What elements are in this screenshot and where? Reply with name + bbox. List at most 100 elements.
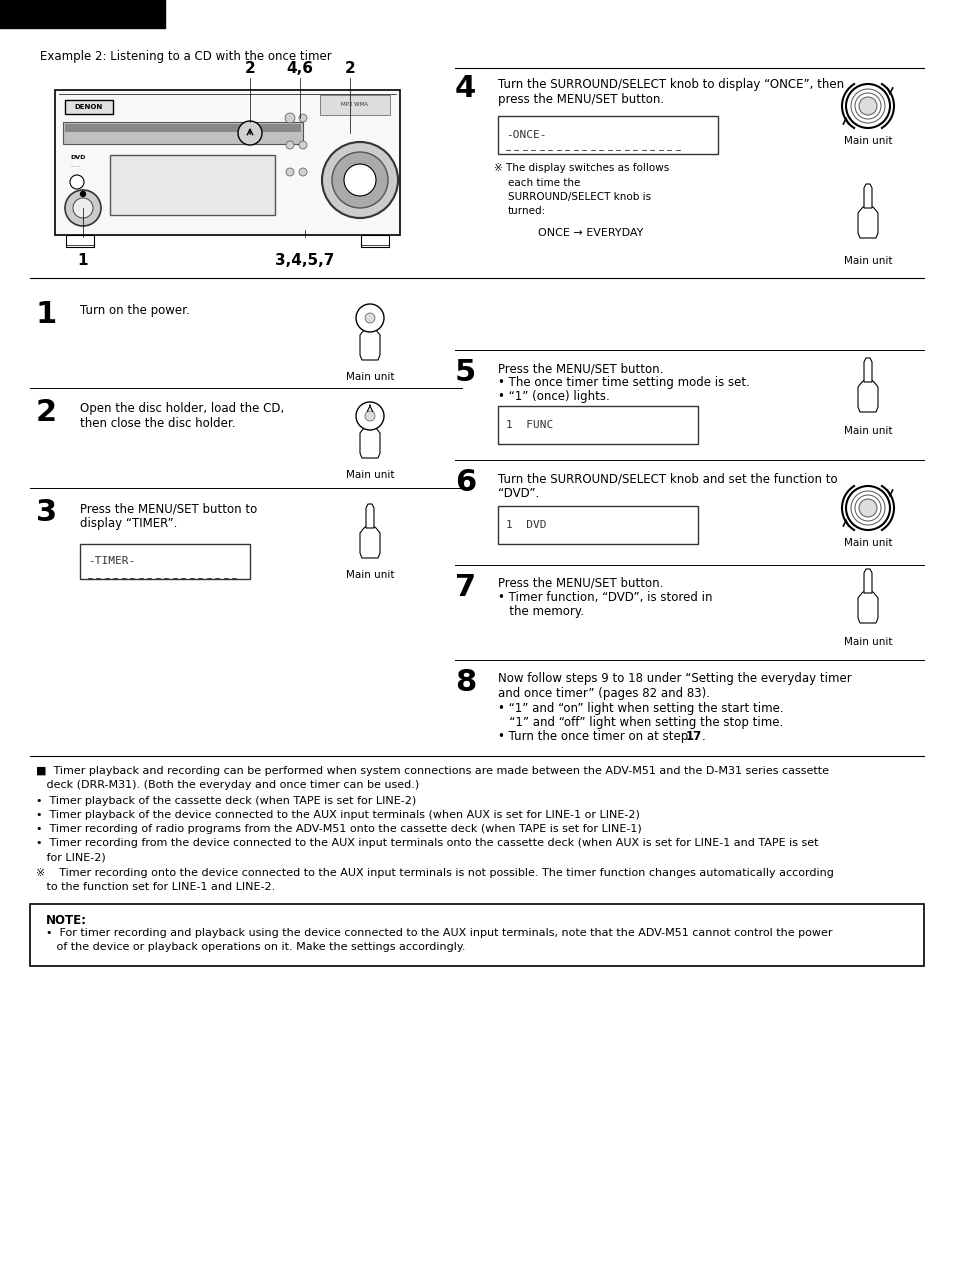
Circle shape [854, 495, 880, 522]
Text: DVD: DVD [70, 155, 85, 160]
Circle shape [298, 114, 307, 122]
Polygon shape [863, 184, 871, 209]
Circle shape [365, 411, 375, 421]
Text: SURROUND/SELECT knob is: SURROUND/SELECT knob is [507, 192, 651, 202]
Text: 7: 7 [455, 572, 476, 602]
Text: DENON: DENON [74, 104, 103, 109]
Text: ONCE → EVERYDAY: ONCE → EVERYDAY [537, 228, 642, 238]
Text: “1” and “off” light when setting the stop time.: “1” and “off” light when setting the sto… [497, 716, 782, 729]
Text: 17: 17 [685, 730, 701, 743]
Bar [0, 0, 165, 28]
Bar [63, 122, 303, 144]
Polygon shape [863, 357, 871, 382]
Text: Turn on the power.: Turn on the power. [80, 304, 190, 317]
Polygon shape [857, 379, 877, 412]
Text: Main unit: Main unit [842, 538, 891, 548]
Text: 4: 4 [455, 74, 476, 103]
Circle shape [298, 141, 307, 149]
Text: deck (DRR-M31). (Both the everyday and once timer can be used.): deck (DRR-M31). (Both the everyday and o… [36, 780, 418, 790]
Bar [319, 95, 390, 114]
Bar [65, 123, 301, 132]
Text: -TIMER-: -TIMER- [88, 556, 135, 566]
Text: 2: 2 [244, 61, 255, 76]
Polygon shape [359, 327, 379, 360]
Text: 1  FUNC: 1 FUNC [505, 420, 553, 430]
Text: • Turn the once timer on at step: • Turn the once timer on at step [497, 730, 691, 743]
Circle shape [845, 486, 889, 530]
Circle shape [286, 141, 294, 149]
Text: •  Timer recording from the device connected to the AUX input terminals onto the: • Timer recording from the device connec… [36, 838, 818, 848]
Circle shape [344, 164, 375, 196]
Polygon shape [857, 205, 877, 238]
Circle shape [237, 121, 262, 145]
Circle shape [286, 168, 294, 176]
Text: .: . [701, 730, 705, 743]
Bar [497, 116, 718, 154]
Text: Main unit: Main unit [345, 570, 394, 580]
Text: 3,4,5,7: 3,4,5,7 [275, 253, 335, 268]
Circle shape [845, 84, 889, 128]
Text: 4,6: 4,6 [286, 61, 314, 76]
Bar [360, 235, 389, 247]
Text: to the function set for LINE-1 and LINE-2.: to the function set for LINE-1 and LINE-… [36, 881, 275, 892]
Circle shape [70, 176, 84, 190]
Text: • “1” and “on” light when setting the start time.: • “1” and “on” light when setting the st… [497, 702, 782, 715]
Text: •  For timer recording and playback using the device connected to the AUX input : • For timer recording and playback using… [46, 929, 832, 937]
Polygon shape [366, 404, 374, 427]
Circle shape [355, 304, 384, 332]
Text: NOTE:: NOTE: [46, 915, 87, 927]
Text: Press the MENU/SET button to
display “TIMER”.: Press the MENU/SET button to display “TI… [80, 502, 257, 530]
Polygon shape [359, 425, 379, 458]
Text: •  Timer recording of radio programs from the ADV-M51 onto the cassette deck (wh: • Timer recording of radio programs from… [36, 824, 641, 834]
Text: the memory.: the memory. [497, 605, 583, 618]
Text: ......: ...... [70, 163, 80, 168]
Bar [110, 155, 274, 215]
Text: Turn the SURROUND/SELECT knob and set the function to
“DVD”.: Turn the SURROUND/SELECT knob and set th… [497, 472, 837, 500]
Text: • Timer function, “DVD”, is stored in: • Timer function, “DVD”, is stored in [497, 591, 712, 604]
Polygon shape [366, 504, 374, 528]
Text: 1: 1 [36, 300, 57, 329]
Text: 8: 8 [455, 668, 476, 697]
Text: 2: 2 [344, 61, 355, 76]
Text: • The once timer time setting mode is set.: • The once timer time setting mode is se… [497, 377, 749, 389]
Polygon shape [857, 590, 877, 623]
Text: •  Timer playback of the device connected to the AUX input terminals (when AUX i: • Timer playback of the device connected… [36, 810, 639, 820]
Text: Press the MENU/SET button.: Press the MENU/SET button. [497, 577, 662, 590]
Text: ※    Timer recording onto the device connected to the AUX input terminals is not: ※ Timer recording onto the device connec… [36, 868, 833, 878]
Circle shape [365, 313, 375, 323]
Polygon shape [359, 525, 379, 558]
Text: Main unit: Main unit [345, 469, 394, 480]
Text: 1: 1 [77, 253, 89, 268]
Text: 2: 2 [36, 398, 57, 427]
Text: Main unit: Main unit [842, 637, 891, 647]
Text: 3: 3 [36, 499, 57, 527]
Text: of the device or playback operations on it. Make the settings accordingly.: of the device or playback operations on … [46, 943, 465, 951]
Text: Main unit: Main unit [842, 136, 891, 146]
Circle shape [850, 491, 884, 525]
Circle shape [65, 190, 101, 226]
Text: ※ The display switches as follows: ※ The display switches as follows [494, 163, 669, 173]
Circle shape [80, 192, 86, 196]
Bar [497, 506, 698, 544]
Text: for LINE-2): for LINE-2) [36, 852, 106, 862]
Text: Now follow steps 9 to 18 under “Setting the everyday timer
and once timer” (page: Now follow steps 9 to 18 under “Setting … [497, 672, 851, 700]
Circle shape [73, 198, 92, 218]
Text: Press the MENU/SET button.: Press the MENU/SET button. [497, 363, 662, 375]
Circle shape [355, 402, 384, 430]
Text: •  Timer playback of the cassette deck (when TAPE is set for LINE-2): • Timer playback of the cassette deck (w… [36, 796, 416, 806]
Text: 6: 6 [455, 468, 476, 497]
Circle shape [858, 499, 876, 516]
Circle shape [332, 151, 388, 209]
Text: ■  Timer playback and recording can be performed when system connections are mad: ■ Timer playback and recording can be pe… [36, 766, 828, 776]
Text: turned:: turned: [507, 206, 546, 216]
Bar [55, 90, 399, 235]
Text: Open the disc holder, load the CD,
then close the disc holder.: Open the disc holder, load the CD, then … [80, 402, 284, 430]
Circle shape [858, 97, 876, 114]
Circle shape [298, 168, 307, 176]
Text: Turn the SURROUND/SELECT knob to display “ONCE”, then
press the MENU/SET button.: Turn the SURROUND/SELECT knob to display… [497, 78, 843, 106]
Text: • “1” (once) lights.: • “1” (once) lights. [497, 391, 609, 403]
Bar [80, 544, 250, 579]
Text: MP3 WMA: MP3 WMA [341, 103, 368, 108]
Text: Main unit: Main unit [345, 371, 394, 382]
Text: Main unit: Main unit [842, 256, 891, 266]
